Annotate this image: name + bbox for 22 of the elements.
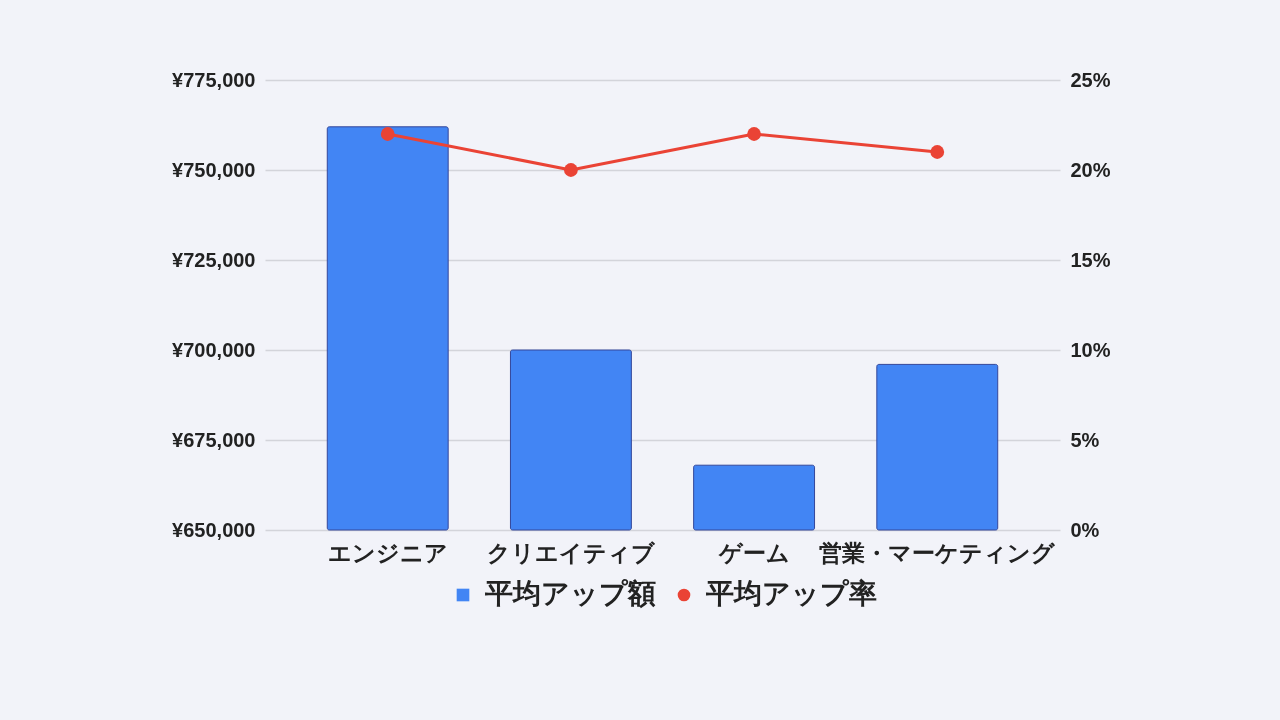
- y2-tick-label: 0%: [1070, 518, 1100, 541]
- y-tick-label: ¥700,000: [172, 338, 256, 361]
- y2-tick-label: 25%: [1070, 68, 1111, 91]
- point: [747, 127, 761, 141]
- legend-label: 平均アップ額: [484, 578, 656, 609]
- y2-tick-label: 10%: [1070, 338, 1111, 361]
- x-tick-label: 営業・マーケティング: [819, 539, 1057, 566]
- legend-label: 平均アップ率: [705, 578, 877, 609]
- y-tick-label: ¥675,000: [172, 428, 256, 451]
- y2-tick-label: 5%: [1070, 428, 1100, 451]
- y-tick-label: ¥750,000: [172, 158, 256, 181]
- y2-tick-label: 20%: [1070, 158, 1111, 181]
- y2-tick-label: 15%: [1070, 248, 1111, 271]
- x-tick-label: ゲーム: [717, 539, 790, 566]
- point: [930, 145, 945, 159]
- point: [380, 127, 395, 141]
- y-tick-label: ¥725,000: [172, 248, 256, 271]
- x-tick-label: クリエイティブ: [486, 539, 656, 566]
- x-tick-label: エンジニア: [327, 539, 448, 566]
- y-tick-label: ¥775,000: [172, 68, 256, 91]
- y-tick-label: ¥650,000: [172, 518, 256, 541]
- point: [564, 163, 578, 177]
